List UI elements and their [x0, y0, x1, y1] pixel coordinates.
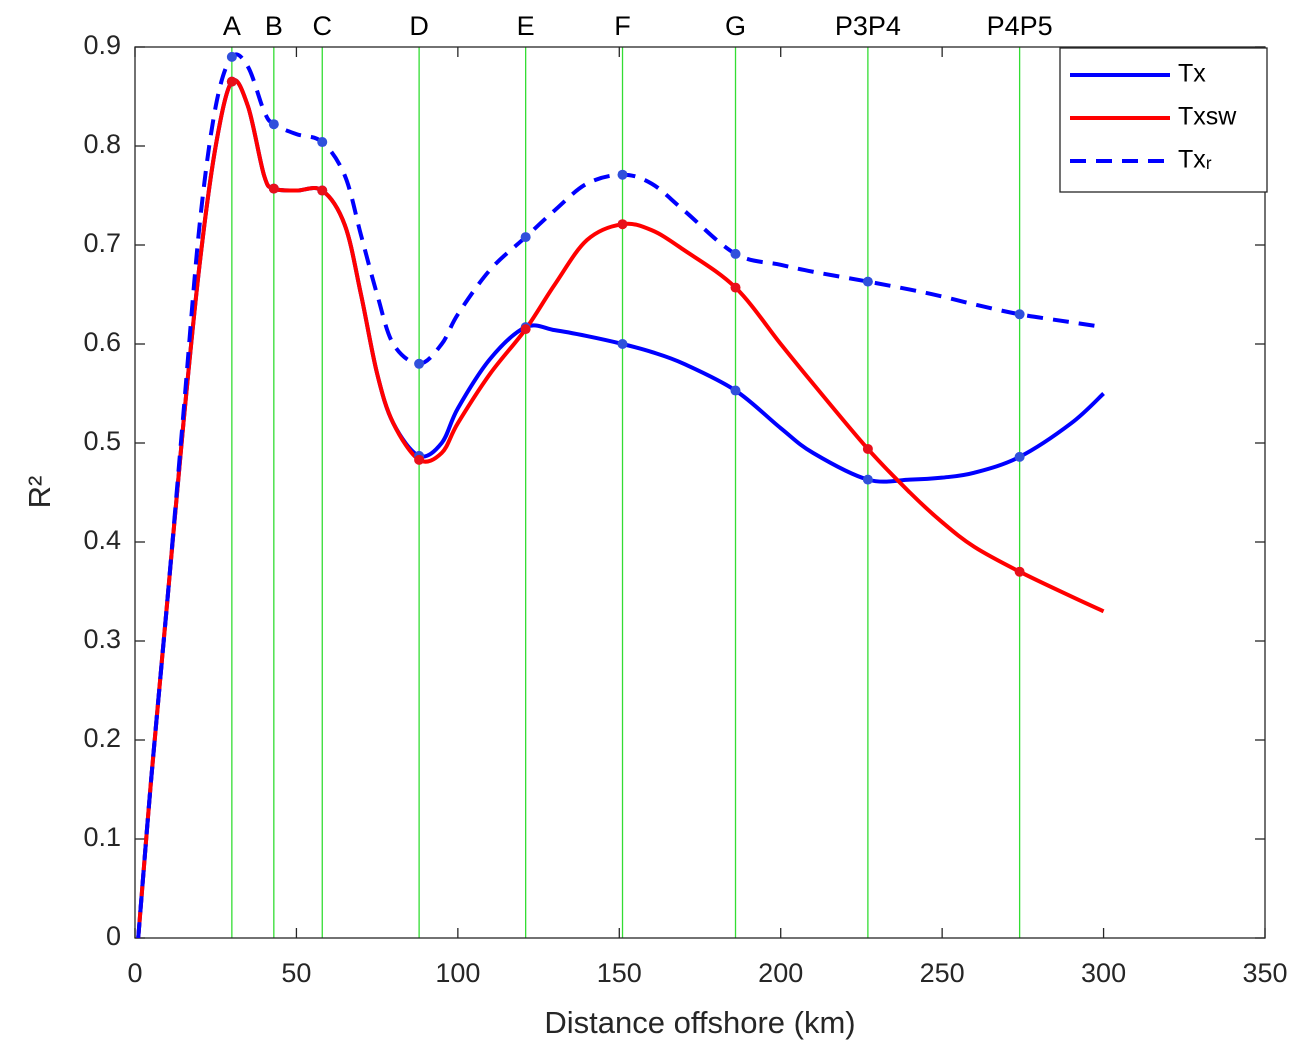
- station-marker: [317, 185, 328, 196]
- y-tick-label: 0.8: [83, 129, 121, 159]
- y-tick-label: 0.2: [83, 723, 121, 753]
- station-label: D: [409, 11, 429, 41]
- station-marker: [730, 385, 741, 396]
- station-label: A: [223, 11, 241, 41]
- station-marker: [862, 474, 873, 485]
- x-tick-label: 250: [920, 958, 965, 988]
- x-tick-label: 200: [758, 958, 803, 988]
- y-axis-label: R²: [22, 476, 57, 509]
- station-marker: [730, 248, 741, 259]
- station-label: B: [265, 11, 283, 41]
- x-tick-label: 300: [1081, 958, 1126, 988]
- x-tick-label: 350: [1242, 958, 1287, 988]
- station-label: G: [725, 11, 746, 41]
- y-tick-label: 0.9: [83, 30, 121, 60]
- y-tick-label: 0.3: [83, 624, 121, 654]
- station-marker: [414, 358, 425, 369]
- legend-label: Txᵣ: [1178, 146, 1212, 174]
- station-marker: [317, 137, 328, 148]
- station-marker: [226, 76, 237, 87]
- station-marker: [226, 51, 237, 62]
- station-label: C: [313, 11, 333, 41]
- y-tick-label: 0.5: [83, 426, 121, 456]
- station-marker: [414, 454, 425, 465]
- legend-label: Txsw: [1178, 103, 1237, 131]
- x-tick-label: 50: [281, 958, 311, 988]
- plot-area: [135, 47, 1265, 938]
- y-tick-label: 0.4: [83, 525, 121, 555]
- y-tick-label: 0: [106, 921, 121, 951]
- station-marker: [862, 443, 873, 454]
- station-label: E: [517, 11, 535, 41]
- station-marker: [268, 183, 279, 194]
- y-tick-label: 0.6: [83, 327, 121, 357]
- station-marker: [1014, 309, 1025, 320]
- station-label: P3P4: [835, 11, 901, 41]
- y-tick-label: 0.7: [83, 228, 121, 258]
- station-marker: [617, 339, 628, 349]
- station-marker: [617, 169, 628, 180]
- station-marker: [862, 276, 873, 287]
- x-axis-label: Distance offshore (km): [544, 1005, 855, 1040]
- y-tick-label: 0.1: [83, 822, 121, 852]
- station-marker: [1014, 451, 1025, 462]
- station-label: P4P5: [987, 11, 1053, 41]
- station-marker: [730, 282, 741, 293]
- x-tick-label: 150: [597, 958, 642, 988]
- legend-label: Tx: [1178, 60, 1206, 88]
- station-marker: [520, 232, 531, 243]
- station-marker: [1014, 566, 1025, 577]
- x-tick-label: 100: [435, 958, 480, 988]
- station-marker: [520, 324, 531, 335]
- legend: Tx Txsw Txᵣ: [1059, 47, 1268, 193]
- axes-box: [134, 46, 1266, 939]
- station-marker: [617, 219, 628, 230]
- station-marker: [268, 119, 279, 130]
- x-tick-label: 0: [127, 958, 142, 988]
- station-label: F: [614, 11, 631, 41]
